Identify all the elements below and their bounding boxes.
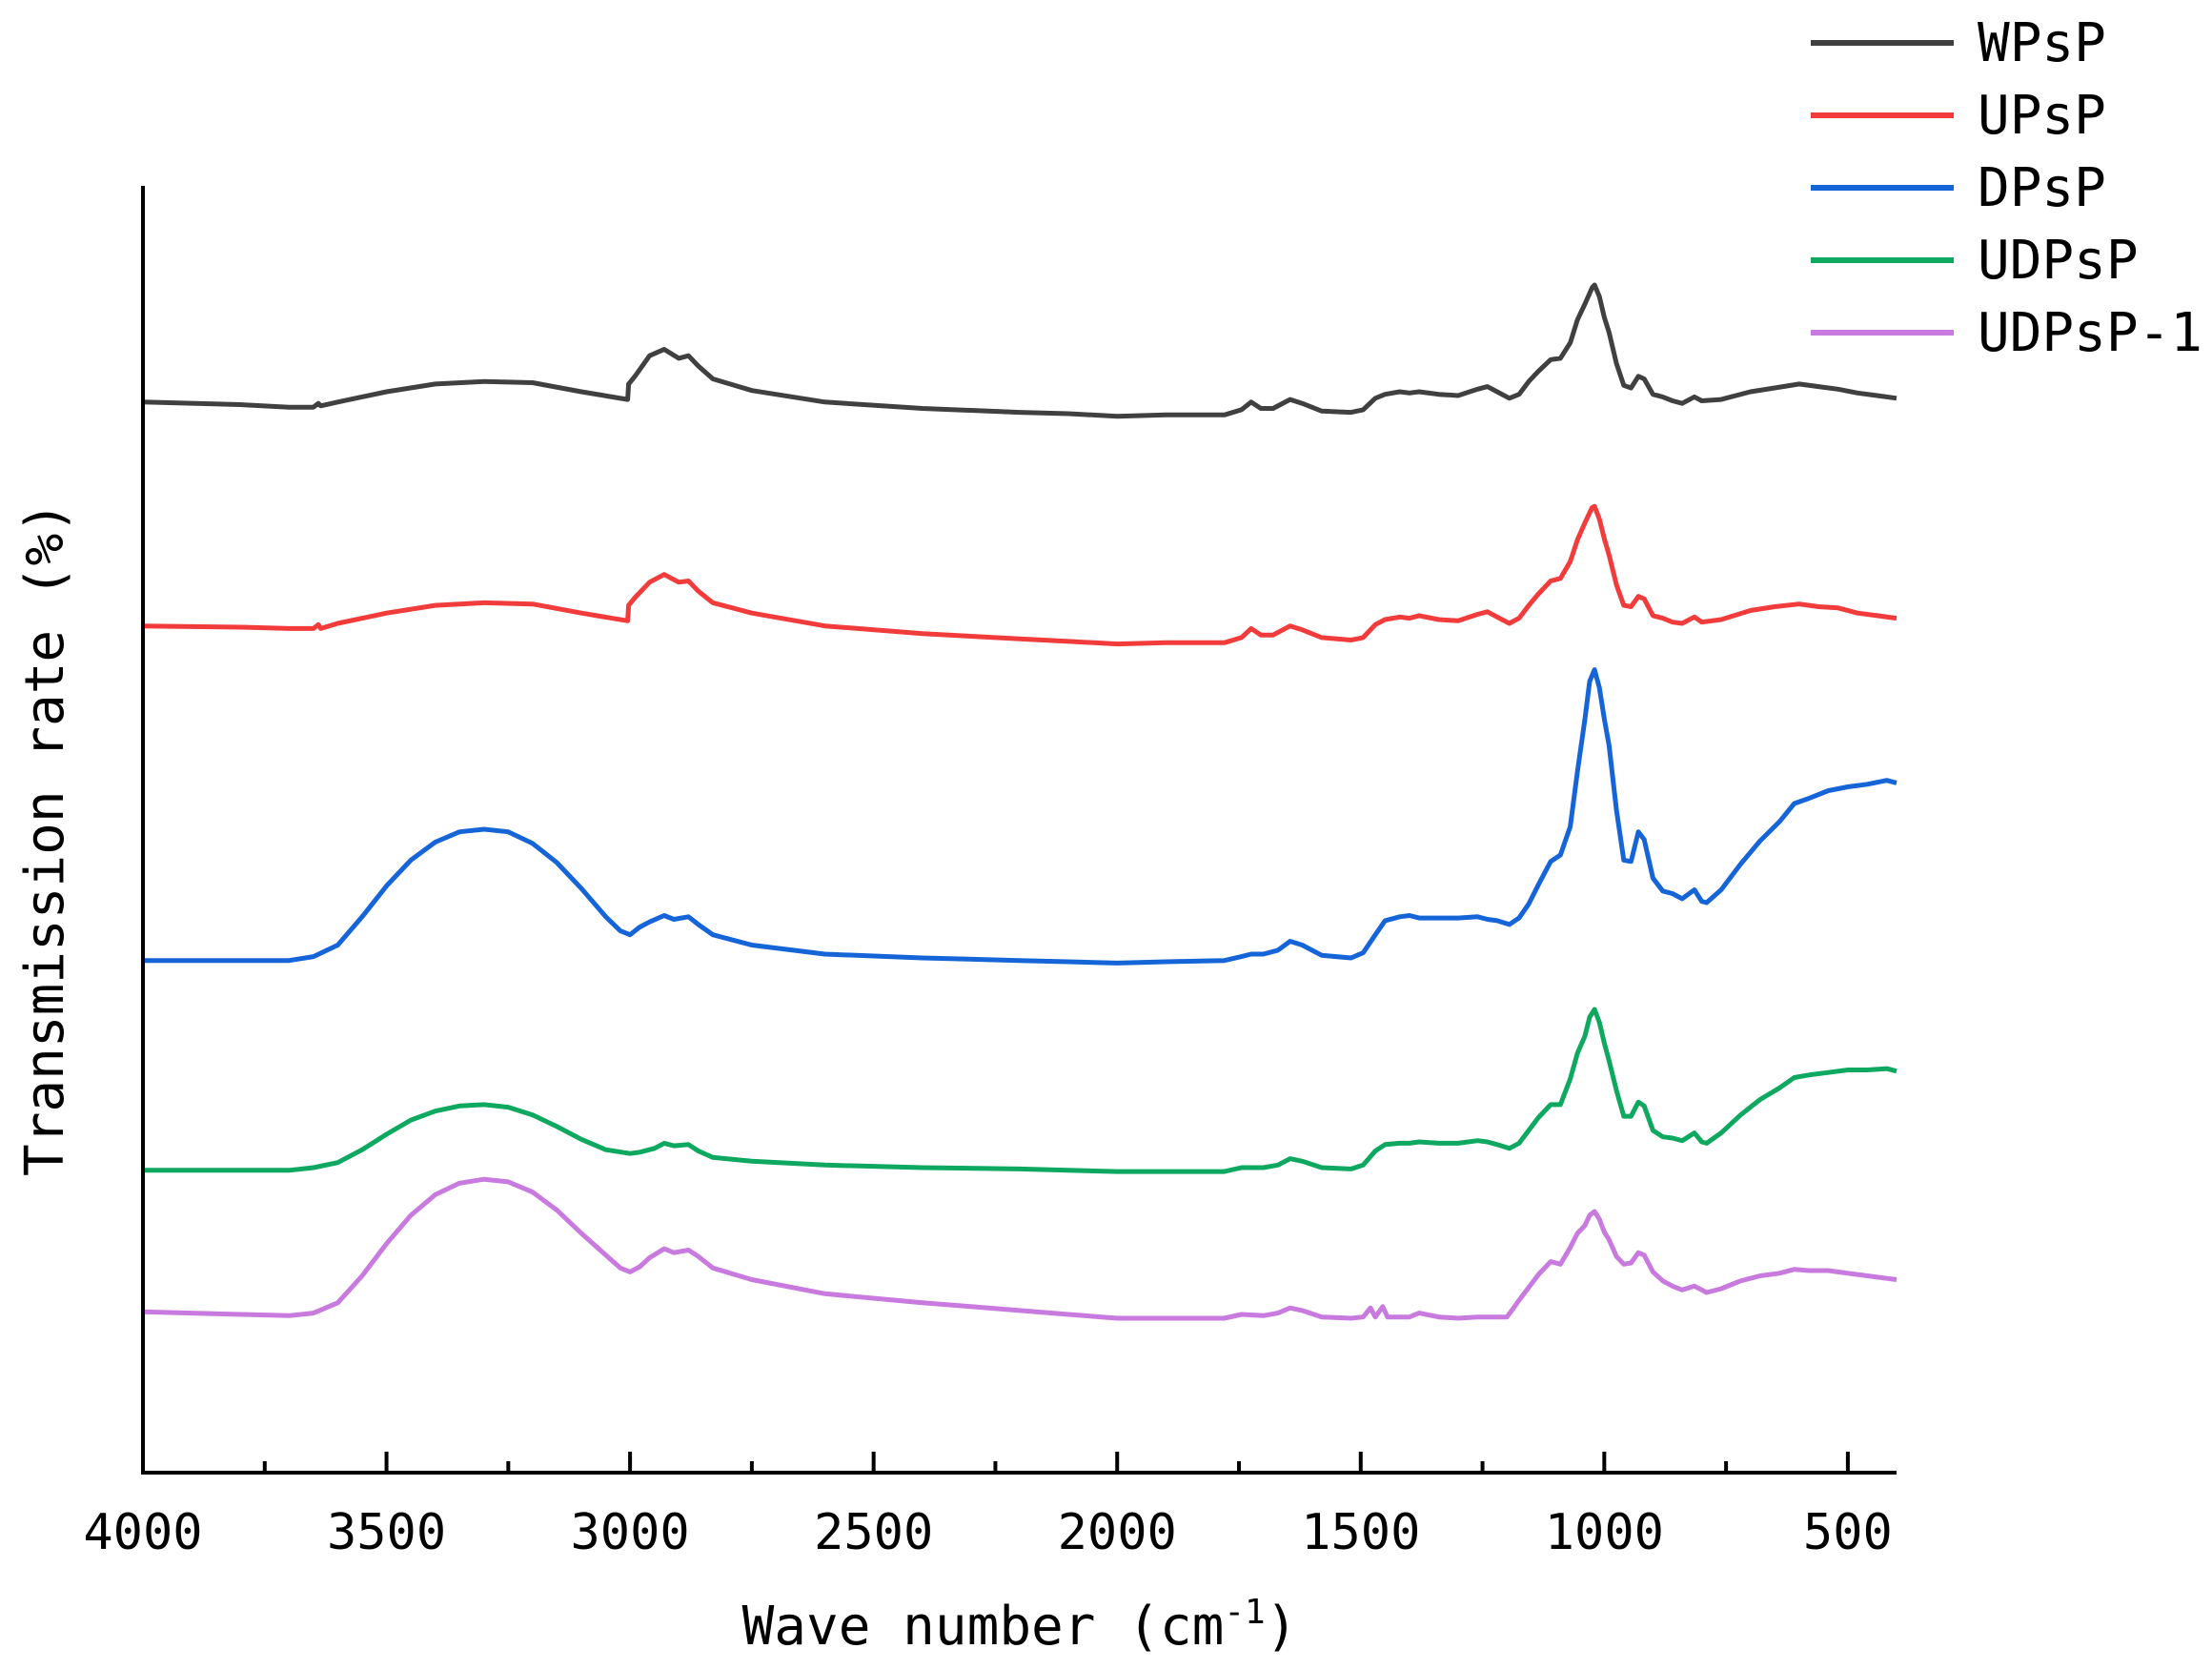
- x-axis-title-close: ): [1266, 1596, 1298, 1658]
- legend-label-dpsp: DPsP: [1978, 157, 2106, 219]
- series-line-wpsp: [142, 282, 1897, 419]
- x-tick-label: 2500: [814, 1504, 933, 1561]
- series-line-upsp: [142, 503, 1897, 647]
- x-tick-label: 3500: [327, 1504, 446, 1561]
- x-axis-title: Wave number (cm-1): [742, 1593, 1298, 1658]
- y-axis-title: Transmission rate (%): [14, 501, 76, 1176]
- x-ticks: 4000 3500 3000 2500 2000 1500 1000 500: [83, 1452, 1893, 1561]
- x-tick-label: 1500: [1301, 1504, 1420, 1561]
- series-line-udpsp: [143, 1007, 1897, 1174]
- axes: [141, 186, 1897, 1475]
- series-line-dpsp: [143, 667, 1897, 966]
- legend-label-wpsp: WPsP: [1978, 12, 2106, 74]
- x-axis-title-text: Wave number (cm: [742, 1596, 1225, 1658]
- x-axis-title-sup: -1: [1224, 1593, 1265, 1632]
- x-tick-label: 2000: [1058, 1504, 1177, 1561]
- x-tick-label: 1000: [1545, 1504, 1664, 1561]
- legend: WPsP UPsP DPsP UDPsP UDPsP-1: [1811, 12, 2202, 364]
- x-tick-label: 3000: [570, 1504, 689, 1561]
- x-tick-label: 4000: [83, 1504, 202, 1561]
- x-tick-label: 500: [1803, 1504, 1893, 1561]
- legend-label-udpsp-1: UDPsP-1: [1978, 302, 2202, 364]
- plot-area: [142, 282, 1897, 1321]
- legend-label-upsp: UPsP: [1978, 85, 2106, 147]
- legend-label-udpsp: UDPsP: [1978, 230, 2139, 292]
- series-line-udpsp-1: [142, 1176, 1897, 1321]
